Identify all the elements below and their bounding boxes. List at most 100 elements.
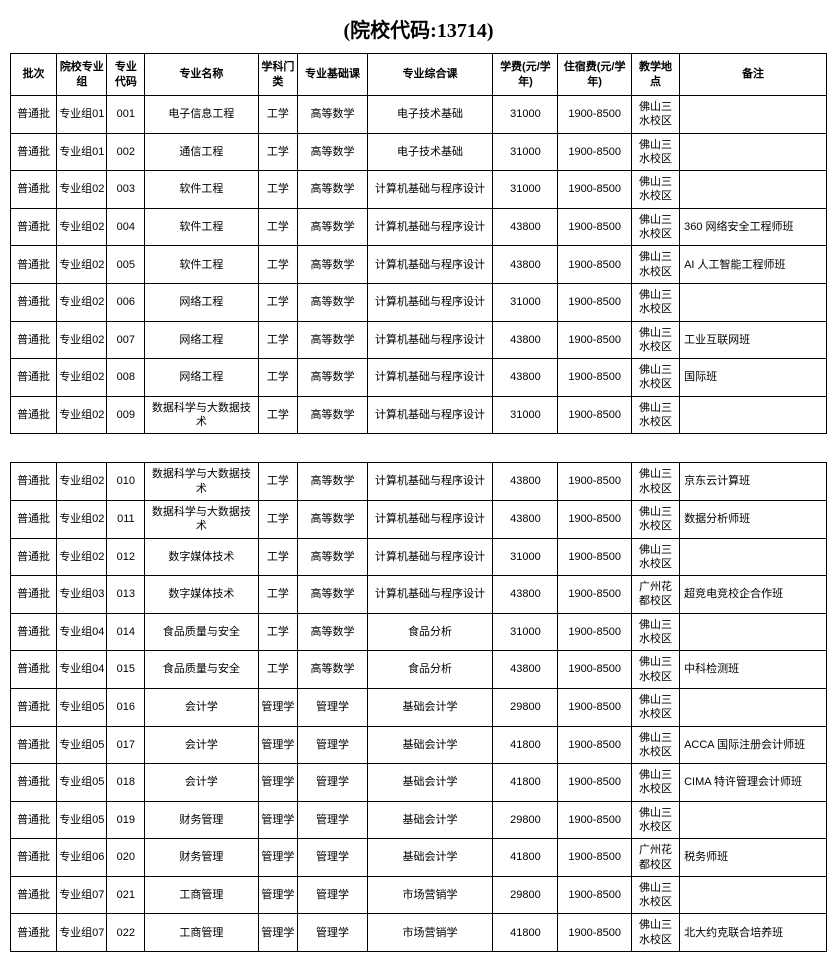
cell: 高等数学 bbox=[298, 500, 367, 538]
cell: 普通批 bbox=[11, 246, 57, 284]
cell: 专业组02 bbox=[57, 208, 107, 246]
cell: 008 bbox=[107, 359, 145, 397]
cell: 1900-8500 bbox=[558, 651, 631, 689]
cell: 普通批 bbox=[11, 613, 57, 651]
table-row: 普通批专业组05019财务管理管理学管理学基础会计学298001900-8500… bbox=[11, 801, 827, 839]
cell: 31000 bbox=[493, 613, 558, 651]
cell: 43800 bbox=[493, 359, 558, 397]
cell: 基础会计学 bbox=[367, 688, 493, 726]
cell: 005 bbox=[107, 246, 145, 284]
cell: 工学 bbox=[258, 283, 298, 321]
table-row: 普通批专业组02006网络工程工学高等数学计算机基础与程序设计310001900… bbox=[11, 283, 827, 321]
cell: 管理学 bbox=[298, 764, 367, 802]
cell: 基础会计学 bbox=[367, 801, 493, 839]
cell: 数据科学与大数据技术 bbox=[145, 500, 258, 538]
cell: 专业组05 bbox=[57, 688, 107, 726]
cell: 专业组02 bbox=[57, 359, 107, 397]
cell: 工学 bbox=[258, 96, 298, 134]
cell: 019 bbox=[107, 801, 145, 839]
cell bbox=[680, 801, 827, 839]
cell: 佛山三水校区 bbox=[631, 463, 679, 501]
cell: 管理学 bbox=[298, 914, 367, 952]
cell: 专业组05 bbox=[57, 801, 107, 839]
cell: 43800 bbox=[493, 246, 558, 284]
cell: 管理学 bbox=[258, 839, 298, 877]
cell: 43800 bbox=[493, 576, 558, 614]
cell: 佛山三水校区 bbox=[631, 726, 679, 764]
table-row: 普通批专业组03013数字媒体技术工学高等数学计算机基础与程序设计4380019… bbox=[11, 576, 827, 614]
cell: 计算机基础与程序设计 bbox=[367, 500, 493, 538]
cell: 佛山三水校区 bbox=[631, 801, 679, 839]
cell: 普通批 bbox=[11, 396, 57, 434]
cell: ACCA 国际注册会计师班 bbox=[680, 726, 827, 764]
cell: 佛山三水校区 bbox=[631, 171, 679, 209]
cell: 工学 bbox=[258, 208, 298, 246]
cell: 1900-8500 bbox=[558, 208, 631, 246]
table-row: 普通批专业组04014食品质量与安全工学高等数学食品分析310001900-85… bbox=[11, 613, 827, 651]
cell: 通信工程 bbox=[145, 133, 258, 171]
cell: 1900-8500 bbox=[558, 876, 631, 914]
cell: 食品分析 bbox=[367, 651, 493, 689]
cell: 43800 bbox=[493, 500, 558, 538]
cell: 专业组02 bbox=[57, 321, 107, 359]
cell: 工业互联网班 bbox=[680, 321, 827, 359]
cell: 佛山三水校区 bbox=[631, 321, 679, 359]
cell: 专业组04 bbox=[57, 651, 107, 689]
col-header: 备注 bbox=[680, 54, 827, 96]
cell: 1900-8500 bbox=[558, 283, 631, 321]
cell bbox=[680, 876, 827, 914]
cell: 专业组02 bbox=[57, 396, 107, 434]
cell: 数字媒体技术 bbox=[145, 538, 258, 576]
cell: 41800 bbox=[493, 726, 558, 764]
cell: 管理学 bbox=[298, 688, 367, 726]
cell: 普通批 bbox=[11, 171, 57, 209]
cell: 高等数学 bbox=[298, 576, 367, 614]
cell bbox=[680, 133, 827, 171]
cell: 食品分析 bbox=[367, 613, 493, 651]
cell: 数据科学与大数据技术 bbox=[145, 396, 258, 434]
cell: 佛山三水校区 bbox=[631, 914, 679, 952]
cell: 普通批 bbox=[11, 321, 57, 359]
cell: 广州花都校区 bbox=[631, 839, 679, 877]
cell: 基础会计学 bbox=[367, 764, 493, 802]
cell: 专业组01 bbox=[57, 96, 107, 134]
cell: 工商管理 bbox=[145, 914, 258, 952]
cell: 普通批 bbox=[11, 726, 57, 764]
cell: 专业组01 bbox=[57, 133, 107, 171]
cell: 015 bbox=[107, 651, 145, 689]
cell: 计算机基础与程序设计 bbox=[367, 463, 493, 501]
cell: 北大约克联合培养班 bbox=[680, 914, 827, 952]
cell: 中科检测班 bbox=[680, 651, 827, 689]
cell: 1900-8500 bbox=[558, 576, 631, 614]
cell: 网络工程 bbox=[145, 359, 258, 397]
table-row: 普通批专业组02009数据科学与大数据技术工学高等数学计算机基础与程序设计310… bbox=[11, 396, 827, 434]
cell: 013 bbox=[107, 576, 145, 614]
cell: 基础会计学 bbox=[367, 726, 493, 764]
cell: 市场营销学 bbox=[367, 876, 493, 914]
cell: 002 bbox=[107, 133, 145, 171]
cell: 41800 bbox=[493, 914, 558, 952]
cell: 41800 bbox=[493, 839, 558, 877]
cell: 1900-8500 bbox=[558, 246, 631, 284]
cell: 高等数学 bbox=[298, 96, 367, 134]
cell: 1900-8500 bbox=[558, 613, 631, 651]
cell: 计算机基础与程序设计 bbox=[367, 321, 493, 359]
cell: 管理学 bbox=[258, 726, 298, 764]
cell: 43800 bbox=[493, 651, 558, 689]
cell: 31000 bbox=[493, 133, 558, 171]
majors-table-2: 普通批专业组02010数据科学与大数据技术工学高等数学计算机基础与程序设计438… bbox=[10, 462, 827, 952]
cell: 财务管理 bbox=[145, 839, 258, 877]
table-header: 批次院校专业组专业代码专业名称学科门类专业基础课专业综合课学费(元/学年)住宿费… bbox=[11, 54, 827, 96]
cell: 31000 bbox=[493, 396, 558, 434]
cell: 佛山三水校区 bbox=[631, 613, 679, 651]
cell: 管理学 bbox=[258, 688, 298, 726]
table-row: 普通批专业组07022工商管理管理学管理学市场营销学418001900-8500… bbox=[11, 914, 827, 952]
table-row: 普通批专业组04015食品质量与安全工学高等数学食品分析438001900-85… bbox=[11, 651, 827, 689]
cell: 佛山三水校区 bbox=[631, 396, 679, 434]
cell: 普通批 bbox=[11, 359, 57, 397]
cell: 网络工程 bbox=[145, 321, 258, 359]
cell: 专业组07 bbox=[57, 876, 107, 914]
cell: 佛山三水校区 bbox=[631, 688, 679, 726]
cell: 004 bbox=[107, 208, 145, 246]
cell: 工学 bbox=[258, 321, 298, 359]
